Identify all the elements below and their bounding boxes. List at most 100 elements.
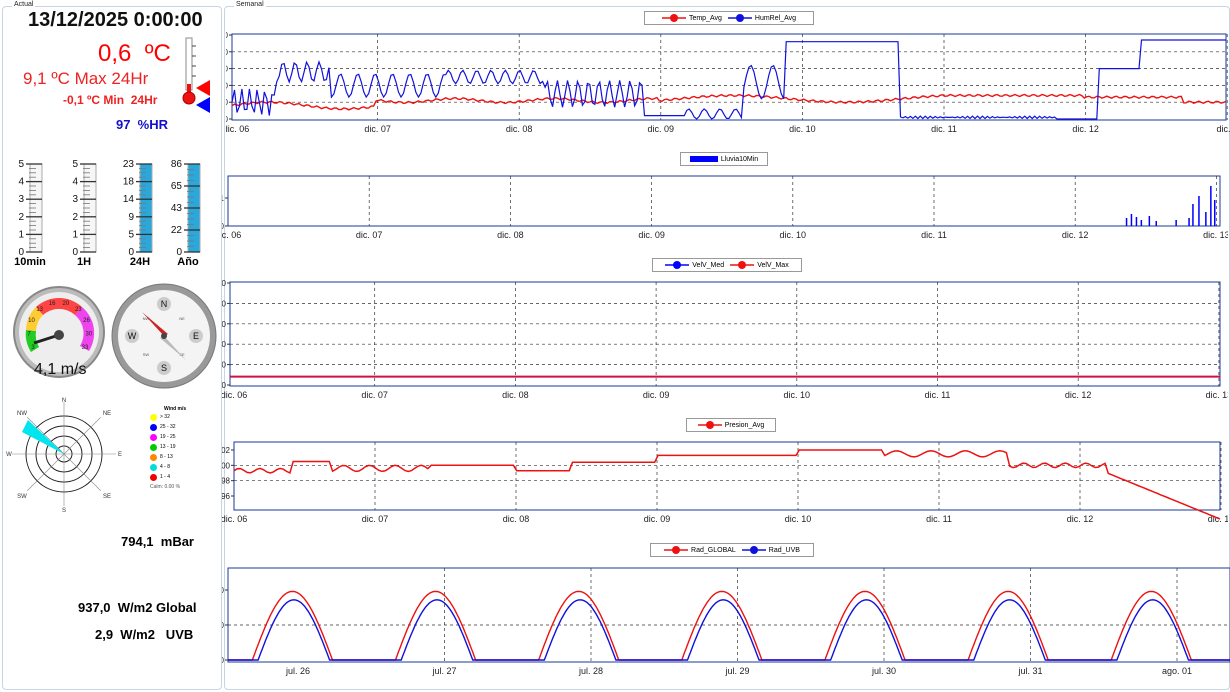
legend-item: VelV_Med [665, 260, 724, 270]
compass-s-label: S [161, 363, 167, 373]
compass-e-label: E [193, 331, 199, 341]
wind-legend-swatch [150, 453, 157, 461]
legend-label: Rad_UVB [768, 546, 800, 554]
temp-min-24h: -0,1 ºC Min 24Hr [63, 93, 158, 107]
x-tick-label: ago. 01 [1162, 666, 1192, 676]
wind-legend-label: 25 - 32 [160, 424, 176, 430]
tube-tick-label: 5 [72, 160, 78, 170]
rad-global-value: 937,0 W/m2 Global [78, 600, 197, 615]
wind-legend: Wind m/s > 32 25 - 32 19 - 25 13 - 19 8 - 13… [150, 406, 210, 506]
y-tick-label: -10 [226, 115, 229, 124]
compass-nw-label: NW [143, 316, 150, 321]
wind-legend-swatch [150, 473, 157, 481]
max-arrow-icon [196, 80, 210, 96]
tube-tick-label: 5 [18, 160, 24, 170]
rain-bar [1188, 218, 1190, 226]
y-tick-label: 796 [222, 492, 231, 501]
x-tick-label: dic. 08 [503, 514, 530, 524]
series-rad-uvb-line [228, 599, 1230, 661]
x-tick-label: dic. 06 [226, 124, 249, 134]
legend-label: Rad_GLOBAL [691, 546, 736, 554]
semanal-title: Semanal [234, 1, 266, 8]
tube-tick-label: 9 [128, 212, 134, 223]
rain-tube-0: 5 4 3 2 1 0 10min [8, 159, 52, 268]
actual-title: Actual [12, 1, 36, 8]
windrose-dir-label: SW [17, 494, 27, 500]
x-tick-label: dic. 07 [364, 124, 391, 134]
x-tick-label: dic. 10 [789, 124, 816, 134]
legend-item: Lluvia10Min [689, 154, 758, 164]
tube-tick-label: 0 [72, 247, 78, 256]
legend-item: Rad_UVB [741, 545, 800, 555]
wind-legend-swatch [150, 433, 157, 441]
wind-legend-label: 1 - 4 [160, 474, 171, 480]
tube-tick-label: 18 [123, 177, 135, 188]
tube-tick-label: 22 [171, 225, 183, 236]
gauge-tick-label: 7 [27, 332, 31, 338]
tube-tick-label: 1 [72, 229, 78, 240]
y-tick-label: 40 [222, 299, 227, 308]
x-tick-label: dic. 07 [362, 514, 389, 524]
rain-tube-3: 86 65 43 22 0 Año [166, 159, 210, 268]
tube-tick-label: 0 [176, 247, 182, 256]
legend-label: VelV_Max [757, 261, 789, 269]
y-tick-label: 798 [222, 477, 231, 486]
rain-bar [1175, 220, 1177, 226]
rain-bar [1210, 186, 1212, 226]
x-tick-label: dic. 09 [643, 390, 670, 400]
tube-tick-label: 43 [171, 203, 183, 214]
y-tick-label: 1000 [222, 586, 225, 595]
legend-item: Presion_Avg [697, 420, 764, 430]
wind-legend-item: > 32 [150, 412, 210, 422]
wind-legend-item: 25 - 32 [150, 422, 210, 432]
chart-legend: Rad_GLOBAL Rad_UVB [650, 543, 814, 557]
wind-legend-item: 4 - 8 [150, 462, 210, 472]
rain-bar [1155, 221, 1157, 226]
y-tick-label: 0 [222, 381, 227, 390]
tube-tick-label: 0 [18, 247, 24, 256]
x-tick-label: dic. 10 [780, 230, 807, 240]
gauge-tick-label: 13 [36, 307, 43, 313]
x-tick-label: dic. 12 [1067, 514, 1094, 524]
wind-legend-label: 13 - 19 [160, 444, 176, 450]
x-tick-label: dic. 06 [222, 514, 247, 524]
legend-item: HumRel_Avg [727, 13, 796, 23]
rain-tube-label: 10min [14, 256, 46, 268]
wind-speed-value: 4,1 m/s [34, 361, 87, 378]
x-tick-label: jul. 31 [1017, 666, 1042, 676]
y-tick-label: 10 [226, 81, 229, 90]
legend-swatch [697, 421, 722, 429]
series-humidity-line [231, 39, 1226, 120]
windrose-dir-label: E [118, 452, 122, 458]
x-tick-label: dic. 08 [497, 230, 524, 240]
compass-ne-label: NE [179, 316, 185, 321]
y-tick-label: 0 [222, 222, 225, 231]
rad-uvb-value: 2,9 W/m2 UVB [95, 627, 194, 642]
x-tick-label: dic. 06 [222, 230, 241, 240]
y-tick-label: 50 [222, 279, 227, 288]
datetime: 13/12/2025 0:00:00 [28, 9, 203, 31]
legend-item: VelV_Max [730, 260, 789, 270]
series-temp-line [231, 93, 1227, 111]
legend-swatch [665, 261, 690, 269]
x-tick-label: jul. 30 [871, 666, 896, 676]
x-tick-label: dic. 08 [506, 124, 533, 134]
gauge-tick-label: 23 [75, 307, 82, 313]
x-tick-label: dic. 12 [1072, 124, 1099, 134]
gauge-tick-label: 26 [83, 318, 90, 324]
wind-legend-swatch [150, 423, 157, 431]
tube-tick-label: 1 [18, 229, 24, 240]
legend-swatch [664, 546, 689, 554]
windrose-dir-label: S [62, 508, 66, 512]
x-tick-label: dic. 08 [502, 390, 529, 400]
windrose-dir-label: W [6, 452, 12, 458]
chart-legend: Presion_Avg [686, 418, 776, 432]
wind-legend-label: 8 - 13 [160, 454, 173, 460]
rain-bar [1125, 218, 1128, 226]
windrose-dir-label: NW [17, 411, 27, 417]
y-tick-label: 800 [222, 461, 231, 470]
x-tick-label: dic. 11 [921, 230, 947, 240]
tube-tick-label: 4 [18, 177, 24, 188]
gauge-tick-label: 30 [86, 332, 93, 338]
